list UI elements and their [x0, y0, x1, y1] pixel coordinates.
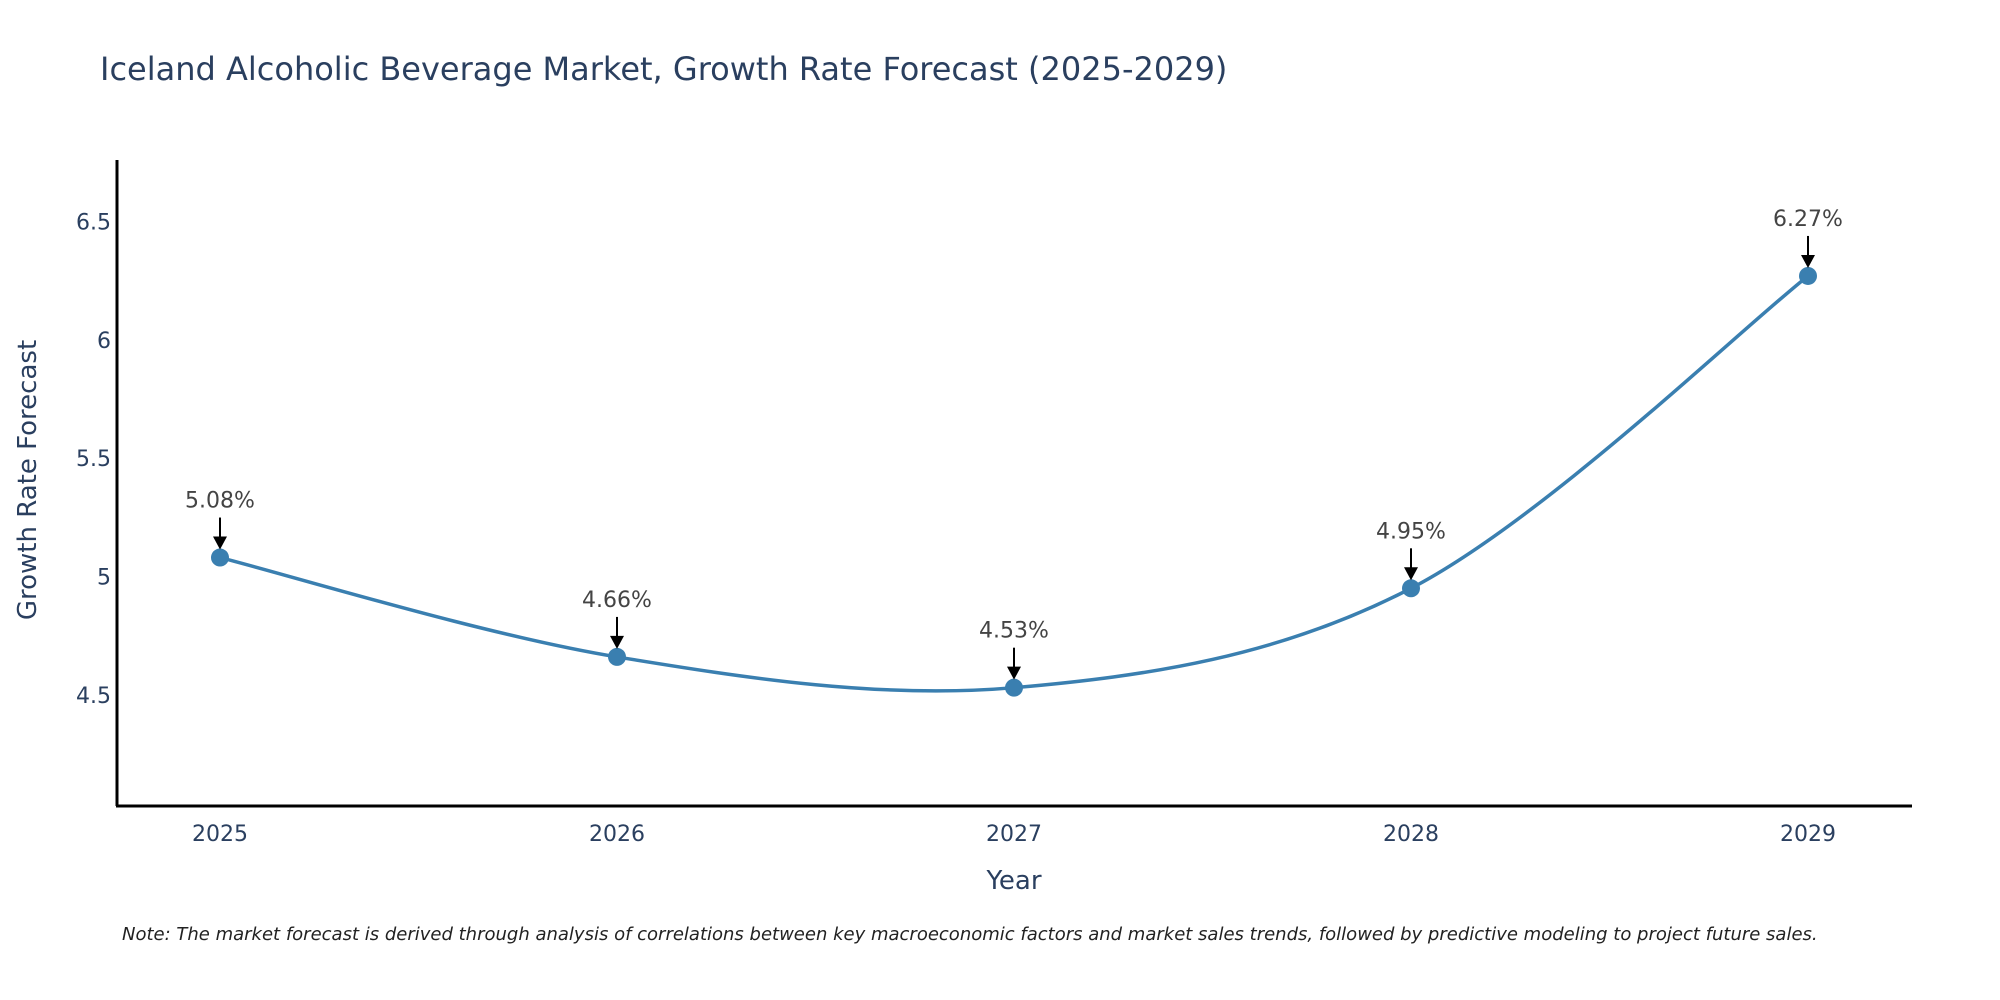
y-axis-ticks: 4.5 5 5.5 6 6.5	[76, 211, 111, 709]
data-point-marker	[211, 548, 229, 567]
data-label: 4.95%	[1376, 519, 1446, 544]
data-label-annotations: 5.08% 4.66% 4.53% 4.95% 6.27%	[185, 207, 1843, 680]
chart-footnote: Note: The market forecast is derived thr…	[122, 924, 1818, 945]
y-tick-label: 6	[97, 329, 111, 354]
y-tick-label: 5	[97, 565, 111, 590]
y-tick-label: 4.5	[76, 684, 111, 709]
y-axis-title: Growth Rate Forecast	[13, 340, 43, 620]
x-axis-ticks: 2025 2026 2027 2028 2029	[192, 822, 1836, 847]
x-axis-title: Year	[985, 866, 1041, 896]
data-point-marker	[1402, 579, 1420, 598]
data-label: 4.66%	[582, 588, 652, 613]
x-tick-label: 2029	[1780, 822, 1836, 847]
data-point-marker	[1799, 266, 1817, 285]
y-tick-label: 5.5	[76, 447, 111, 472]
x-tick-label: 2027	[986, 822, 1042, 847]
x-tick-label: 2026	[589, 822, 645, 847]
data-point-marker	[608, 647, 626, 666]
annotation-arrow-head	[1007, 666, 1021, 680]
x-tick-label: 2025	[192, 822, 248, 847]
data-label: 5.08%	[185, 489, 255, 514]
data-point-markers	[211, 266, 1817, 697]
annotation-arrow-head	[1801, 254, 1815, 268]
annotation-arrow-head	[213, 536, 227, 550]
data-label: 4.53%	[979, 619, 1049, 644]
data-label: 6.27%	[1773, 207, 1843, 232]
y-tick-label: 6.5	[76, 211, 111, 236]
annotation-arrow-head	[1404, 567, 1418, 581]
chart-title: Iceland Alcoholic Beverage Market, Growt…	[100, 50, 1227, 88]
data-point-marker	[1005, 678, 1023, 697]
annotation-arrow-head	[610, 635, 624, 649]
x-tick-label: 2028	[1383, 822, 1439, 847]
